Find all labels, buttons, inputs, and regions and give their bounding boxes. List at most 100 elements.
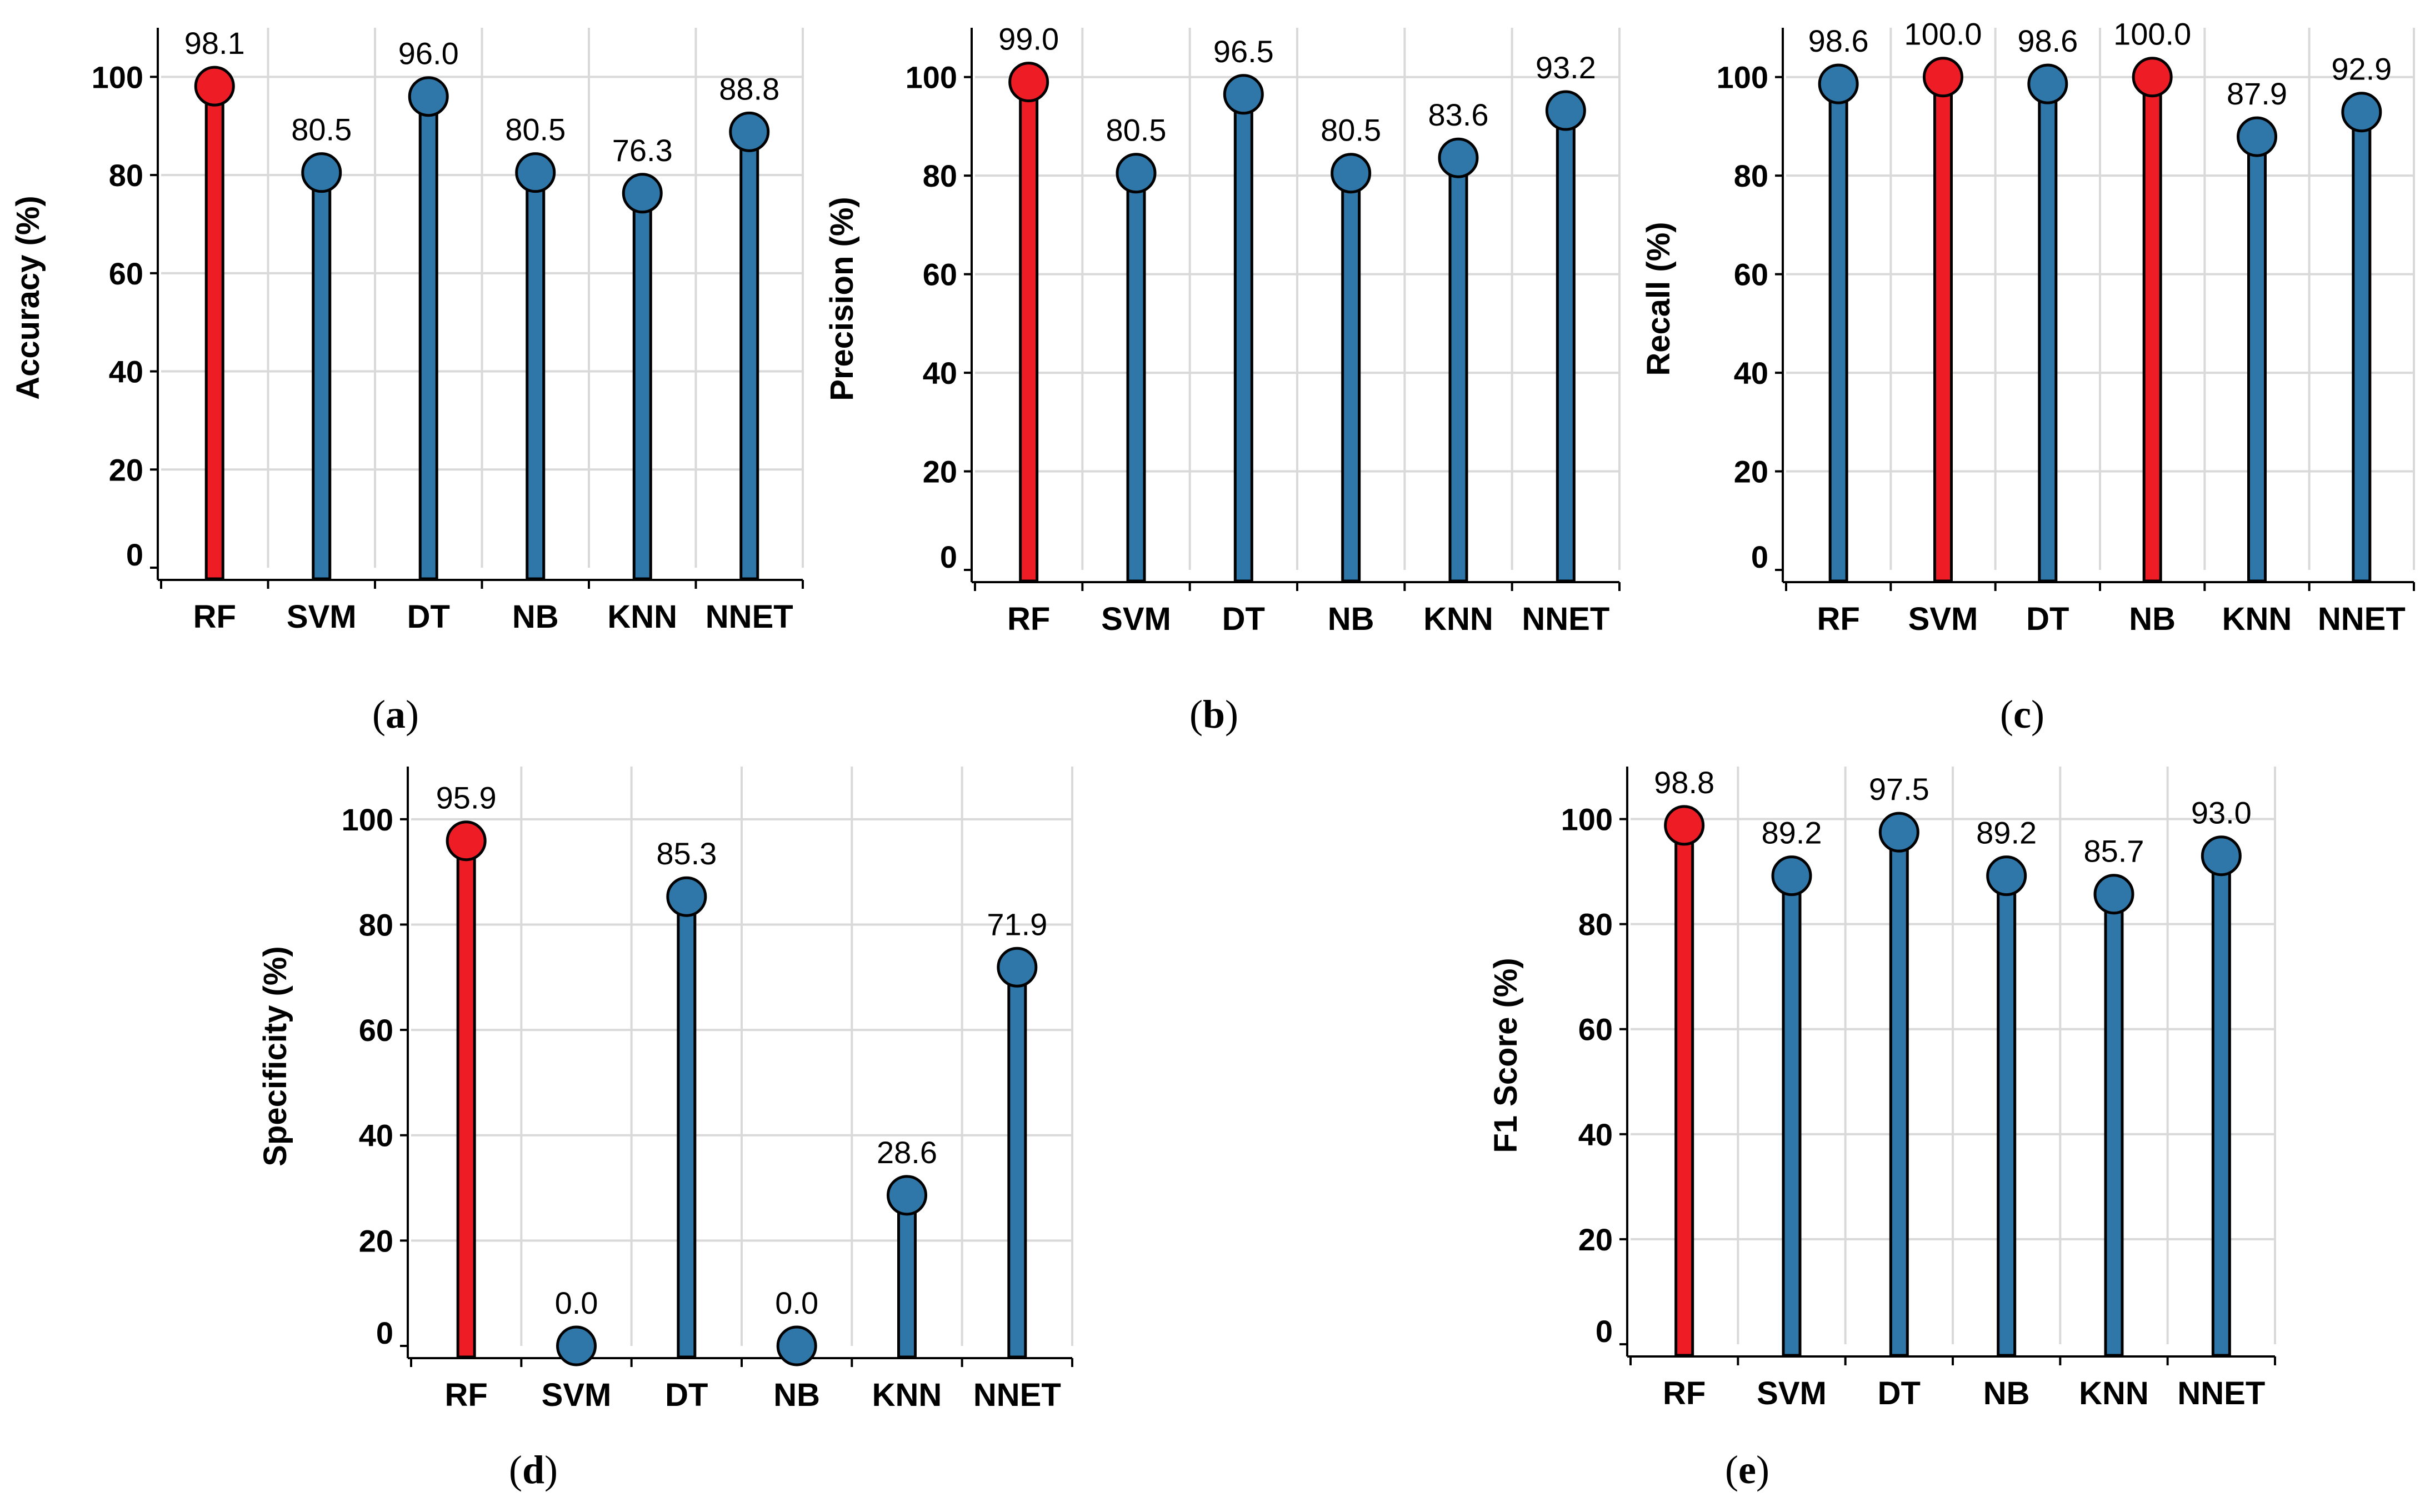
y-tick-label: 100: [92, 59, 143, 94]
stem-svm: [1126, 172, 1146, 583]
data-label-rf: 95.9: [436, 780, 497, 815]
dot-svm: [1923, 57, 1963, 98]
stem-dt: [2038, 82, 2058, 583]
y-tick-label: 80: [1734, 158, 1768, 193]
x-tick-label-dt: DT: [1222, 601, 1265, 637]
dot-knn: [1438, 137, 1479, 178]
data-label-nnet: 93.0: [2191, 795, 2252, 830]
dot-knn: [2237, 116, 2277, 157]
dot-nnet: [2201, 835, 2242, 877]
panel-caption: (b): [1189, 692, 1238, 737]
y-tick-label: 20: [359, 1223, 393, 1258]
data-label-dt: 98.6: [2017, 23, 2078, 58]
x-tick-label-nnet: NNET: [706, 599, 793, 635]
x-tick-label-nb: NB: [512, 599, 559, 635]
dot-nnet: [1545, 90, 1586, 131]
x-tick-label-nb: NB: [2129, 601, 2176, 637]
x-tick-label-nb: NB: [1328, 601, 1374, 637]
y-tick-label: 40: [1734, 356, 1768, 390]
x-tick-label-svm: SVM: [1908, 601, 1978, 637]
data-label-nnet: 93.2: [1536, 50, 1596, 85]
y-tick-label: 0: [940, 539, 957, 574]
data-label-nb: 80.5: [1321, 113, 1381, 148]
x-tick-label-nnet: NNET: [1522, 601, 1609, 637]
data-label-dt: 97.5: [1869, 772, 1929, 807]
data-label-rf: 98.8: [1654, 765, 1714, 800]
x-tick-label-nnet: NNET: [2318, 601, 2406, 637]
y-tick-label: 60: [1578, 1012, 1613, 1047]
stem-nb: [1341, 172, 1361, 583]
data-label-nnet: 92.9: [2331, 52, 2392, 87]
dot-dt: [2027, 63, 2068, 104]
data-label-nb: 100.0: [2113, 17, 2191, 52]
x-tick-label-dt: DT: [1878, 1375, 1921, 1411]
dot-nb: [515, 152, 556, 193]
x-tick-label-rf: RF: [1817, 601, 1860, 637]
dot-nb: [2132, 57, 2173, 98]
data-label-rf: 98.6: [1808, 23, 1869, 58]
y-axis-title: Accuracy (%): [10, 196, 46, 399]
panel-caption: (d): [509, 1448, 558, 1492]
dot-dt: [1878, 812, 1919, 853]
y-tick-label: 20: [923, 454, 957, 489]
data-label-nb: 0.0: [775, 1285, 818, 1320]
stem-nnet: [2211, 854, 2231, 1357]
y-tick-label: 60: [1734, 257, 1768, 292]
dot-rf: [446, 820, 487, 862]
dot-knn: [2093, 874, 2134, 915]
y-tick-label: 20: [1578, 1222, 1613, 1257]
data-label-knn: 85.7: [2084, 834, 2144, 869]
dot-rf: [1818, 63, 1859, 104]
dot-rf: [1008, 62, 1049, 103]
dot-rf: [1664, 805, 1705, 846]
stem-rf: [456, 839, 476, 1359]
stem-knn: [2104, 893, 2124, 1357]
y-tick-label: 60: [109, 256, 143, 291]
stem-rf: [1828, 82, 1848, 583]
y-tick-label: 80: [109, 158, 143, 193]
stem-svm: [1782, 874, 1802, 1357]
y-tick-label: 0: [376, 1315, 393, 1350]
y-tick-label: 20: [1734, 454, 1768, 489]
x-tick-label-rf: RF: [445, 1377, 488, 1413]
data-label-knn: 28.6: [877, 1135, 937, 1170]
data-label-dt: 96.5: [1213, 34, 1274, 69]
x-tick-label-svm: SVM: [542, 1377, 612, 1413]
y-axis-title: F1 Score (%): [1488, 958, 1524, 1153]
dot-svm: [1116, 153, 1157, 194]
dot-nb: [776, 1325, 817, 1366]
stem-dt: [1889, 830, 1909, 1357]
dot-rf: [194, 66, 235, 107]
data-label-rf: 98.1: [184, 26, 245, 61]
x-tick-label-dt: DT: [2026, 601, 2069, 637]
x-tick-label-knn: KNN: [607, 599, 677, 635]
x-tick-label-dt: DT: [407, 599, 450, 635]
x-tick-label-rf: RF: [1007, 601, 1050, 637]
panel-caption: (c): [2000, 692, 2044, 737]
data-label-dt: 85.3: [656, 836, 717, 871]
stem-nnet: [2352, 111, 2372, 583]
data-label-svm: 80.5: [1106, 113, 1167, 148]
data-label-knn: 87.9: [2227, 76, 2287, 111]
stem-dt: [418, 95, 438, 580]
stem-dt: [677, 895, 697, 1359]
stem-nnet: [1007, 965, 1027, 1359]
y-tick-label: 100: [342, 802, 393, 837]
stem-nb: [2142, 76, 2162, 583]
stem-knn: [2247, 135, 2267, 583]
x-tick-label-svm: SVM: [1101, 601, 1171, 637]
y-tick-label: 0: [126, 537, 143, 572]
x-tick-label-knn: KNN: [872, 1377, 942, 1413]
data-label-svm: 80.5: [291, 112, 352, 147]
stem-rf: [1674, 824, 1694, 1357]
y-tick-label: 100: [1717, 60, 1768, 95]
panel-caption: (e): [1725, 1448, 1769, 1492]
data-label-nb: 89.2: [1976, 815, 2037, 850]
y-tick-label: 80: [359, 907, 393, 942]
y-tick-label: 80: [1578, 907, 1613, 942]
y-tick-label: 80: [923, 158, 957, 193]
stem-nb: [526, 171, 546, 580]
stem-rf: [1019, 81, 1039, 583]
dot-nnet: [729, 111, 770, 152]
